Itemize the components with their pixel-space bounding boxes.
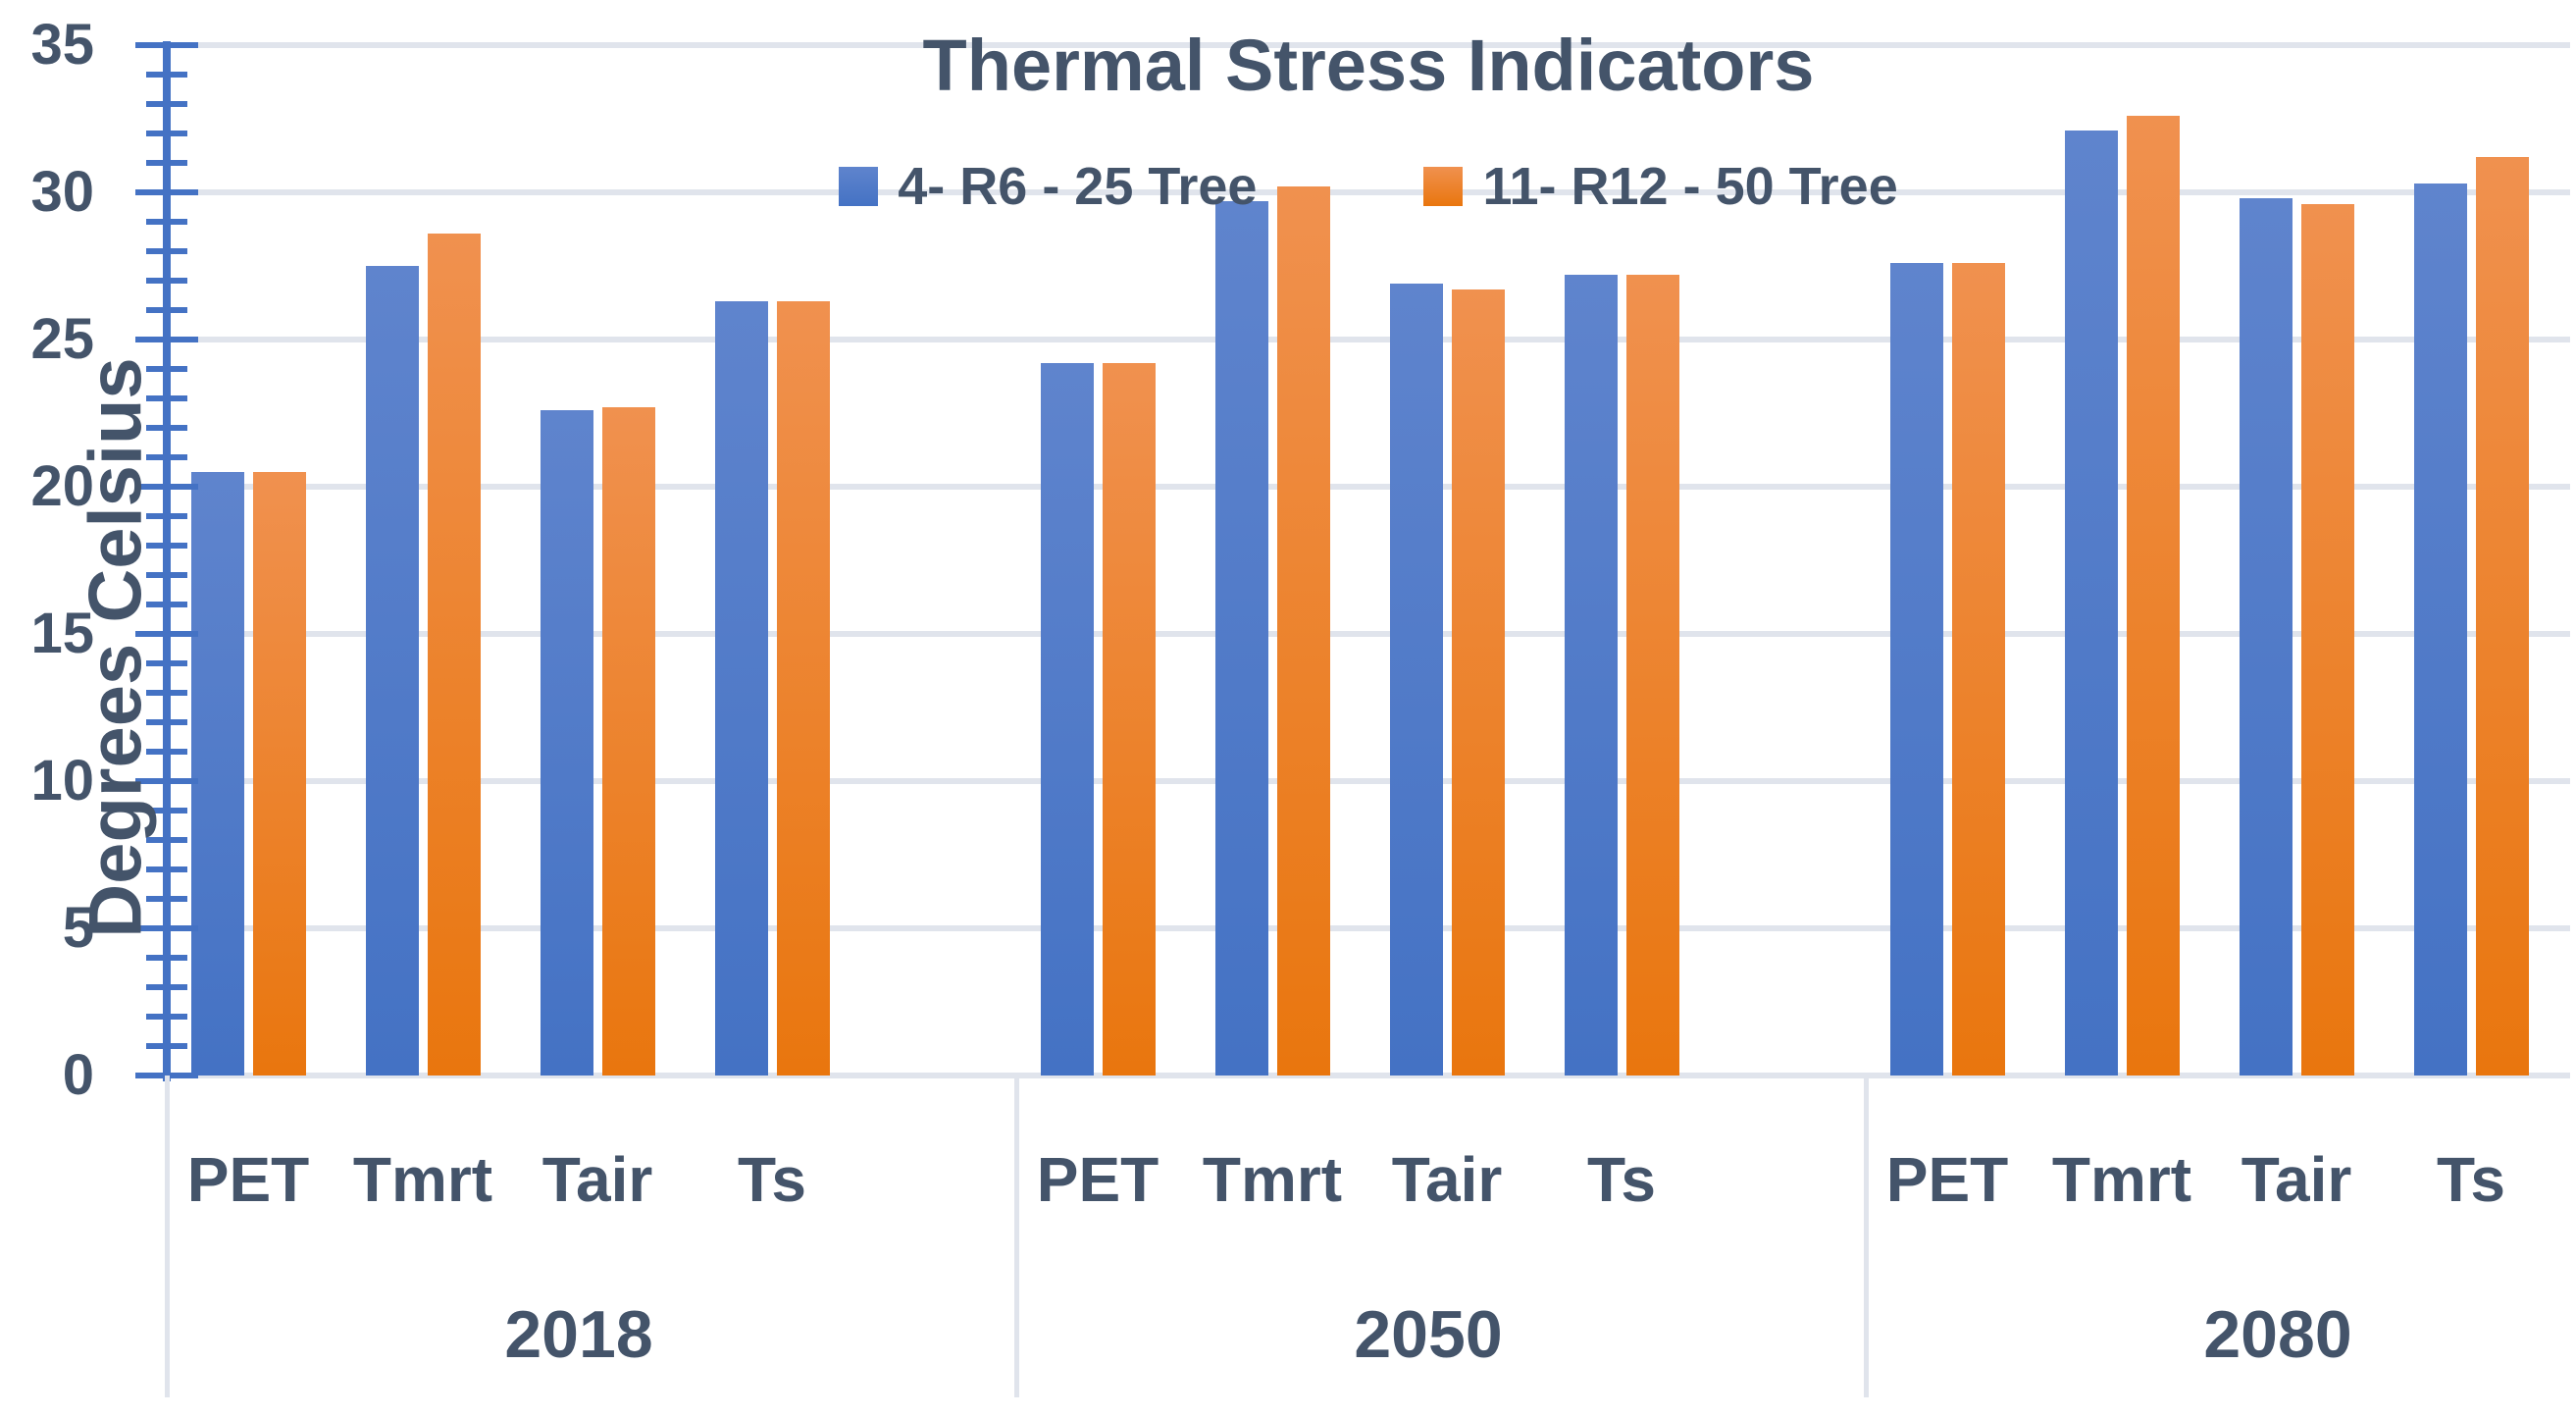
legend-swatch-blue-icon <box>839 167 879 206</box>
y-tick-label-10: 10 <box>30 749 94 813</box>
bar-2080-Tair-series2 <box>2301 204 2354 1076</box>
y-tick-label-5: 5 <box>62 896 94 960</box>
legend-label-series2: 11- R12 - 50 Tree <box>1482 157 1898 216</box>
bar-2080-PET-series2 <box>1952 263 2005 1076</box>
category-label-2080-Tmrt: Tmrt <box>2051 1144 2192 1215</box>
bar-2018-Tair-series2 <box>602 407 655 1076</box>
category-label-2050-Tmrt: Tmrt <box>1202 1144 1343 1215</box>
category-label-2080-Ts: Ts <box>2437 1144 2505 1215</box>
year-label-2080: 2080 <box>2203 1297 2352 1372</box>
bar-2050-PET-series1 <box>1041 363 1094 1076</box>
y-axis-title: Degrees Celsius <box>74 357 158 938</box>
bar-2050-PET-series2 <box>1103 363 1156 1076</box>
group-separator-2080 <box>1864 1076 1869 1397</box>
bar-2050-Tair-series2 <box>1452 289 1505 1076</box>
gridline-5 <box>167 925 2570 931</box>
bar-2018-Tmrt-series2 <box>428 234 481 1076</box>
gridline-25 <box>167 337 2570 342</box>
category-label-2050-PET: PET <box>1036 1144 1159 1215</box>
x-axis-baseline <box>167 1073 2570 1078</box>
y-tick-label-25: 25 <box>30 307 94 371</box>
year-label-2050: 2050 <box>1354 1297 1503 1372</box>
gridline-15 <box>167 631 2570 637</box>
gridline-30 <box>167 189 2570 195</box>
bar-2080-Ts-series1 <box>2414 184 2467 1076</box>
bar-2050-Tair-series1 <box>1390 284 1443 1076</box>
bar-2080-PET-series1 <box>1890 263 1943 1076</box>
category-label-2050-Ts: Ts <box>1587 1144 1656 1215</box>
y-tick-label-15: 15 <box>30 602 94 665</box>
bar-2080-Tmrt-series1 <box>2065 131 2118 1076</box>
category-label-2080-Tair: Tair <box>2241 1144 2352 1215</box>
category-label-2018-PET: PET <box>186 1144 310 1215</box>
bar-2018-Ts-series2 <box>777 301 830 1076</box>
bar-2080-Tmrt-series2 <box>2127 116 2180 1076</box>
legend-label-series1: 4- R6 - 25 Tree <box>898 157 1258 216</box>
year-label-2018: 2018 <box>504 1297 653 1372</box>
bar-2050-Ts-series2 <box>1626 275 1679 1076</box>
bar-2050-Tmrt-series1 <box>1215 201 1268 1076</box>
gridline-10 <box>167 778 2570 784</box>
y-tick-label-20: 20 <box>30 454 94 518</box>
category-label-2018-Tmrt: Tmrt <box>352 1144 493 1215</box>
legend: 4- R6 - 25 Tree 11- R12 - 50 Tree <box>167 157 2570 216</box>
category-label-2018-Ts: Ts <box>738 1144 806 1215</box>
group-separator-2018 <box>165 1076 170 1397</box>
category-label-2018-Tair: Tair <box>541 1144 653 1215</box>
bar-2050-Ts-series1 <box>1565 275 1618 1076</box>
chart-title: Thermal Stress Indicators <box>922 25 1815 106</box>
bar-2050-Tmrt-series2 <box>1277 186 1330 1076</box>
y-tick-label-0: 0 <box>62 1043 94 1107</box>
legend-item-series1: 4- R6 - 25 Tree <box>839 157 1257 216</box>
legend-item-series2: 11- R12 - 50 Tree <box>1423 157 1898 216</box>
group-separator-2050 <box>1014 1076 1019 1397</box>
legend-swatch-orange-icon <box>1423 167 1464 206</box>
bar-2018-Ts-series1 <box>715 301 768 1076</box>
y-axis-line <box>163 41 171 1081</box>
y-tick-label-35: 35 <box>30 13 94 77</box>
gridline-35 <box>167 42 2570 48</box>
bar-2018-Tair-series1 <box>541 410 593 1076</box>
category-label-2080-PET: PET <box>1885 1144 2009 1215</box>
bar-2018-PET-series2 <box>253 472 306 1076</box>
y-tick-label-30: 30 <box>30 160 94 224</box>
bar-2080-Ts-series2 <box>2476 157 2529 1076</box>
bar-2018-PET-series1 <box>191 472 244 1076</box>
bar-2080-Tair-series1 <box>2240 198 2293 1076</box>
gridline-20 <box>167 484 2570 490</box>
bar-2018-Tmrt-series1 <box>366 266 419 1076</box>
category-label-2050-Tair: Tair <box>1391 1144 1503 1215</box>
